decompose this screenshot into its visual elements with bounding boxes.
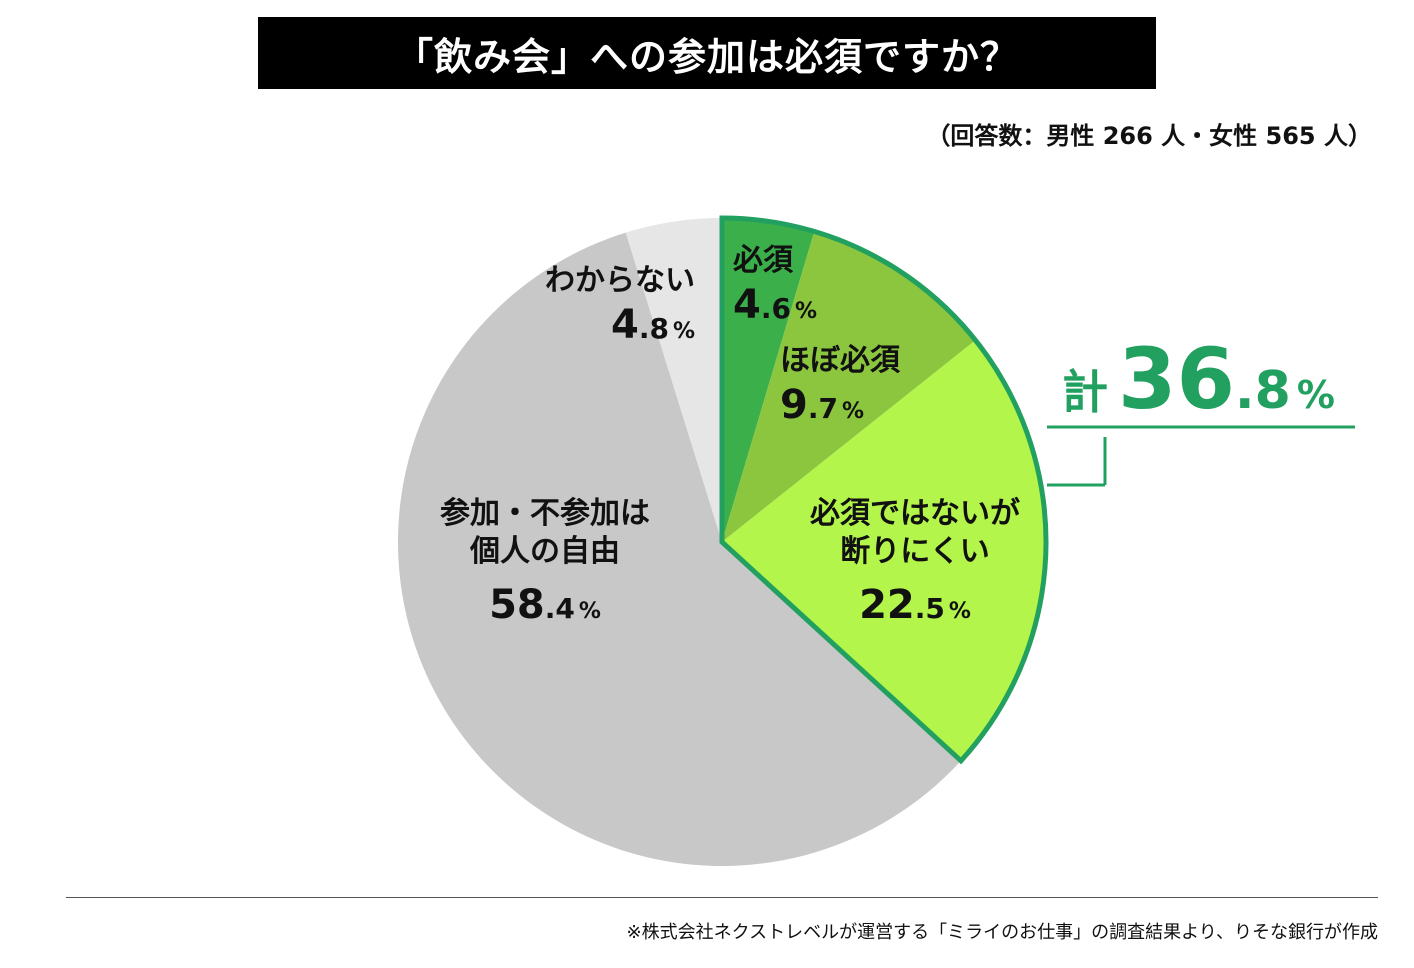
slice-value: 22.5% bbox=[859, 582, 971, 628]
slice-label-text: ほぼ必須 bbox=[780, 343, 900, 378]
chart-title: 「飲み会」への参加は必須ですか？ bbox=[258, 17, 1156, 89]
slice-label-2: 必須ではないが 断りにくい 22.5% bbox=[770, 495, 1060, 630]
total-integer: 36 bbox=[1118, 330, 1235, 428]
slice-value: 58.4% bbox=[489, 582, 601, 628]
slice-value: 4.6% bbox=[733, 281, 818, 328]
total-annotation: 計 36.8% bbox=[1062, 330, 1335, 428]
slice-label-4: わからない 4.8% bbox=[515, 262, 695, 350]
respondent-count-note: （回答数：男性 266 人・女性 565 人） bbox=[926, 122, 1372, 150]
total-decimal: .8 bbox=[1234, 361, 1291, 421]
slice-label-text: わからない bbox=[545, 263, 695, 298]
slice-label-text: 断りにくい bbox=[840, 533, 990, 569]
total-prefix: 計 bbox=[1062, 365, 1108, 419]
pie-slice-0 bbox=[722, 218, 815, 542]
slice-label-text: 必須 bbox=[733, 243, 793, 278]
slice-label-0: 必須 4.6% bbox=[733, 242, 817, 330]
slice-label-text: 必須ではないが bbox=[810, 496, 1020, 531]
footer-divider bbox=[66, 897, 1378, 898]
slice-label-3: 参加・不参加は 個人の自由 58.4% bbox=[400, 495, 690, 630]
pie-slice-3 bbox=[397, 232, 961, 867]
pie-slice-1 bbox=[722, 231, 976, 542]
total-percent: % bbox=[1296, 373, 1335, 417]
source-note: ※株式会社ネクストレベルが運営する「ミライのお仕事」の調査結果より、りそな銀行が… bbox=[626, 922, 1378, 943]
pie-slice-4 bbox=[625, 218, 722, 542]
slice-label-1: ほぼ必須 9.7% bbox=[780, 342, 900, 430]
pie-slice-2 bbox=[722, 340, 1046, 761]
slice-value: 9.7% bbox=[780, 381, 865, 428]
slice-label-text: 個人の自由 bbox=[470, 533, 620, 569]
group-outline bbox=[719, 215, 1049, 765]
slice-label-text: 参加・不参加は bbox=[440, 496, 650, 531]
slice-value: 4.8% bbox=[610, 301, 695, 348]
